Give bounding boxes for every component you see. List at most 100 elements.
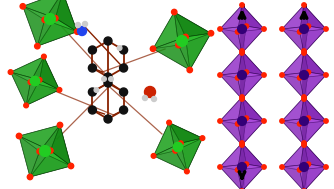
Circle shape [240, 95, 244, 99]
Circle shape [53, 15, 58, 21]
Polygon shape [282, 75, 304, 99]
Circle shape [300, 71, 308, 79]
Polygon shape [169, 123, 202, 151]
Circle shape [42, 17, 47, 22]
Polygon shape [300, 167, 326, 189]
Polygon shape [304, 97, 326, 121]
Polygon shape [30, 151, 71, 177]
Polygon shape [23, 6, 55, 46]
Polygon shape [220, 75, 242, 99]
Circle shape [151, 153, 156, 158]
Polygon shape [154, 143, 187, 171]
Circle shape [240, 97, 244, 101]
Polygon shape [282, 5, 308, 29]
Polygon shape [282, 29, 304, 53]
Polygon shape [220, 118, 246, 145]
Polygon shape [23, 0, 63, 18]
Polygon shape [237, 5, 264, 32]
Circle shape [41, 54, 46, 59]
Polygon shape [153, 37, 190, 70]
Circle shape [37, 149, 42, 154]
Circle shape [185, 169, 189, 174]
Polygon shape [237, 75, 264, 99]
Polygon shape [304, 164, 326, 189]
Circle shape [262, 73, 266, 77]
Circle shape [240, 49, 244, 53]
Circle shape [302, 141, 306, 145]
Circle shape [244, 162, 248, 166]
Polygon shape [242, 97, 264, 121]
Circle shape [57, 122, 63, 128]
Polygon shape [37, 20, 77, 46]
Circle shape [102, 77, 106, 81]
Polygon shape [282, 164, 308, 189]
Circle shape [306, 24, 311, 28]
Polygon shape [153, 12, 186, 49]
Polygon shape [237, 29, 264, 53]
Circle shape [218, 119, 222, 123]
Circle shape [302, 51, 306, 55]
Circle shape [200, 136, 205, 140]
Polygon shape [282, 143, 308, 167]
Circle shape [262, 165, 266, 169]
Polygon shape [300, 75, 326, 99]
Circle shape [40, 146, 50, 156]
Circle shape [57, 88, 62, 92]
Circle shape [104, 115, 112, 123]
Circle shape [306, 116, 311, 120]
Circle shape [75, 22, 80, 28]
Circle shape [237, 163, 246, 171]
Circle shape [218, 73, 222, 77]
Circle shape [173, 148, 178, 153]
Circle shape [302, 95, 306, 99]
Circle shape [297, 168, 302, 172]
Polygon shape [304, 72, 326, 99]
Polygon shape [237, 97, 264, 124]
Circle shape [297, 30, 302, 34]
Polygon shape [220, 121, 242, 145]
Circle shape [89, 106, 97, 114]
Polygon shape [220, 51, 242, 78]
Polygon shape [237, 121, 264, 145]
Polygon shape [174, 12, 211, 37]
Polygon shape [282, 118, 308, 145]
Polygon shape [282, 167, 304, 189]
Polygon shape [300, 143, 326, 170]
Polygon shape [11, 57, 44, 80]
Polygon shape [169, 123, 202, 143]
Polygon shape [19, 125, 60, 151]
Circle shape [237, 25, 246, 33]
Circle shape [218, 27, 222, 31]
Circle shape [262, 27, 266, 31]
Polygon shape [11, 72, 39, 105]
Polygon shape [220, 164, 246, 189]
Circle shape [208, 31, 214, 36]
Polygon shape [220, 5, 246, 29]
Circle shape [218, 165, 222, 169]
Polygon shape [220, 51, 246, 75]
Circle shape [173, 142, 183, 152]
Circle shape [280, 119, 284, 123]
Circle shape [300, 25, 308, 33]
Polygon shape [30, 57, 59, 90]
Polygon shape [300, 5, 326, 32]
Circle shape [306, 70, 311, 74]
Polygon shape [220, 167, 242, 189]
Polygon shape [55, 0, 77, 32]
Circle shape [37, 77, 42, 82]
Circle shape [297, 76, 302, 80]
Circle shape [324, 27, 328, 31]
Circle shape [262, 119, 266, 123]
Polygon shape [19, 136, 40, 177]
Circle shape [145, 87, 156, 98]
Circle shape [176, 42, 181, 48]
Polygon shape [242, 143, 264, 167]
Circle shape [280, 165, 284, 169]
Circle shape [8, 70, 13, 74]
Polygon shape [11, 72, 30, 105]
Circle shape [104, 37, 112, 45]
Polygon shape [242, 51, 264, 75]
Circle shape [16, 133, 22, 139]
Polygon shape [153, 12, 178, 49]
Polygon shape [30, 151, 71, 177]
